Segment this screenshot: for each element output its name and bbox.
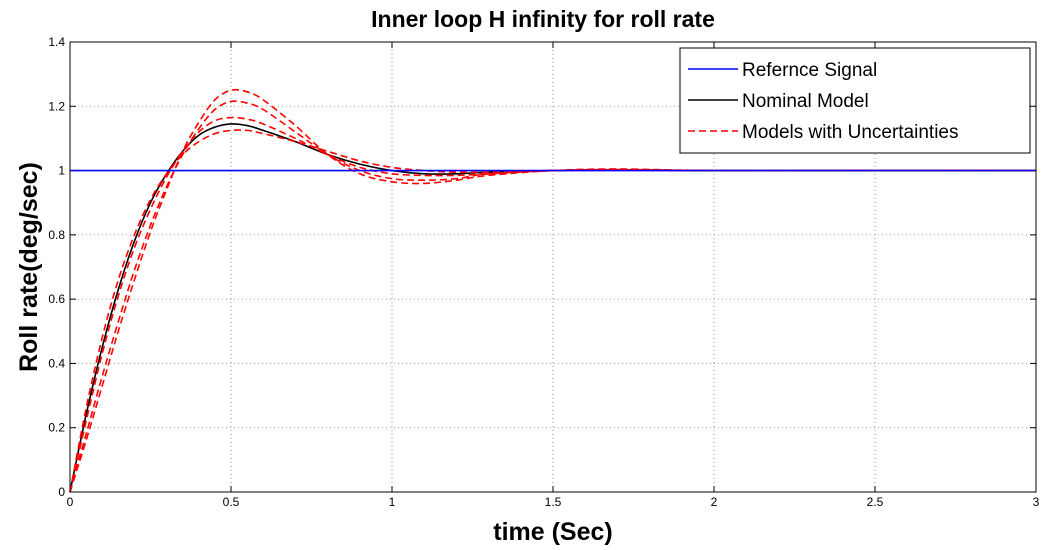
x-tick-label: 2.5 [867, 495, 884, 509]
y-tick-label: 1.4 [48, 35, 65, 49]
y-tick-label: 0.4 [48, 356, 65, 370]
legend-label-uncertain: Models with Uncertainties [742, 122, 958, 143]
y-tick-label: 0.8 [48, 228, 65, 242]
series-line-3 [69, 100, 1036, 493]
legend: Refernce Signal Nominal Model Models wit… [679, 47, 1031, 154]
series-layer [69, 88, 1036, 493]
series-line-4 [69, 116, 1036, 493]
y-tick-label: 0.2 [48, 421, 65, 435]
y-tick-label: 0.6 [48, 292, 65, 306]
ticks: 0 0.5 1 1.5 2 2.5 3 0 0.2 0.4 0.6 0.8 1 1.2 1.4 [48, 35, 1039, 509]
x-tick-label: 0 [67, 495, 74, 509]
y-tick-label: 1 [58, 164, 65, 178]
legend-label-reference: Refernce Signal [742, 60, 877, 81]
x-tick-label: 0.5 [223, 495, 240, 509]
x-tick-label: 3 [1033, 495, 1040, 509]
x-tick-label: 1 [389, 495, 396, 509]
series-line-1 [69, 123, 1036, 493]
x-tick-label: 1.5 [545, 495, 562, 509]
chart-title: Inner loop H infinity for roll rate [371, 6, 715, 32]
legend-label-nominal: Nominal Model [742, 91, 869, 112]
y-axis-label: Roll rate(deg/sec) [15, 162, 43, 372]
y-tick-label: 1.2 [48, 99, 65, 113]
legend-box [679, 47, 1031, 154]
x-axis-label: time (Sec) [493, 518, 612, 546]
y-tick-label: 0 [58, 485, 65, 499]
x-tick-label: 2 [711, 495, 718, 509]
plot-frame [69, 41, 1037, 493]
